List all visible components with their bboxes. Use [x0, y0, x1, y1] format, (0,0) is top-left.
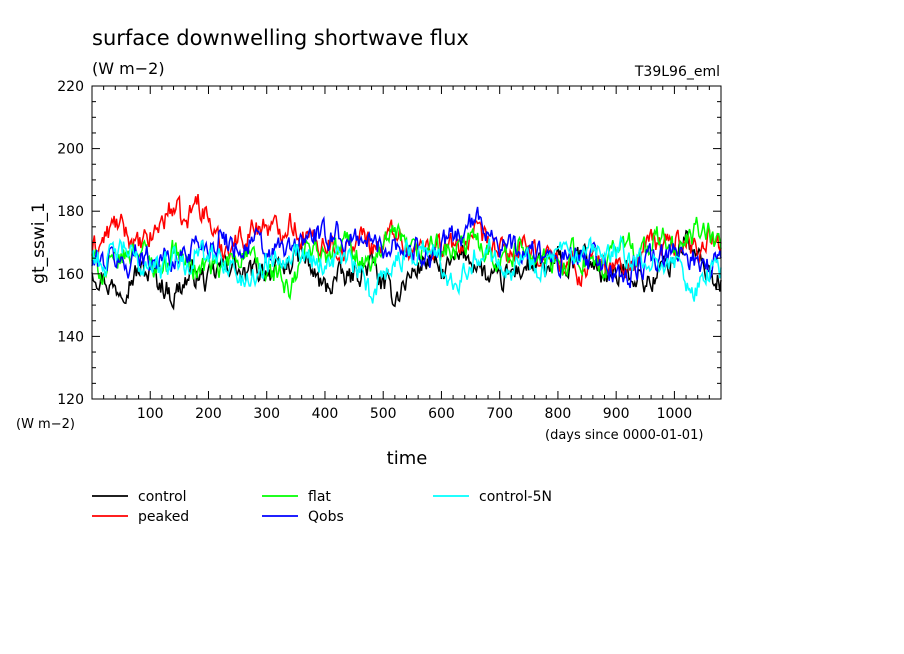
- y-tick-label: 180: [57, 204, 84, 220]
- legend-label: flat: [308, 489, 331, 505]
- y-tick-label: 200: [57, 142, 84, 158]
- legend-label: control: [138, 489, 187, 505]
- x-axis-label: time: [387, 448, 428, 469]
- x-tick-label: 400: [312, 406, 339, 422]
- x-tick-label: 100: [137, 406, 164, 422]
- y-tick-label: 120: [57, 392, 84, 408]
- legend-label: Qobs: [308, 509, 344, 525]
- run-label: T39L96_eml: [634, 64, 720, 80]
- series-layer: [91, 194, 722, 311]
- series-line-control-5n: [91, 234, 722, 304]
- x-tick-label: 300: [253, 406, 280, 422]
- series-line-qobs: [91, 206, 722, 289]
- x-tick-label: 1000: [657, 406, 693, 422]
- x-tick-label: 600: [428, 406, 455, 422]
- x-tick-label: 800: [545, 406, 572, 422]
- series-line-control: [91, 229, 722, 311]
- y-tick-label: 140: [57, 329, 84, 345]
- x-unit-label: (days since 0000-01-01): [545, 428, 703, 443]
- legend-label: control-5N: [479, 489, 552, 505]
- y-axis-label: gt_sswi_1: [29, 202, 49, 284]
- y-tick-label: 220: [57, 79, 84, 95]
- chart-subtitle: (W m−2): [92, 59, 165, 78]
- x-tick-label: 700: [486, 406, 513, 422]
- x-tick-label: 200: [195, 406, 222, 422]
- chart-title: surface downwelling shortwave flux: [92, 26, 469, 50]
- legend-label: peaked: [138, 509, 189, 525]
- x-tick-label: 500: [370, 406, 397, 422]
- tick-layer: 120 140 160 180 200 220 100 200 300 400 500 600 700 8…: [57, 79, 721, 422]
- x-tick-label: 900: [603, 406, 630, 422]
- y-unit-label: (W m−2): [16, 417, 75, 432]
- legend: control flat control-5N peaked Qobs: [92, 489, 552, 525]
- y-tick-label: 160: [57, 267, 84, 283]
